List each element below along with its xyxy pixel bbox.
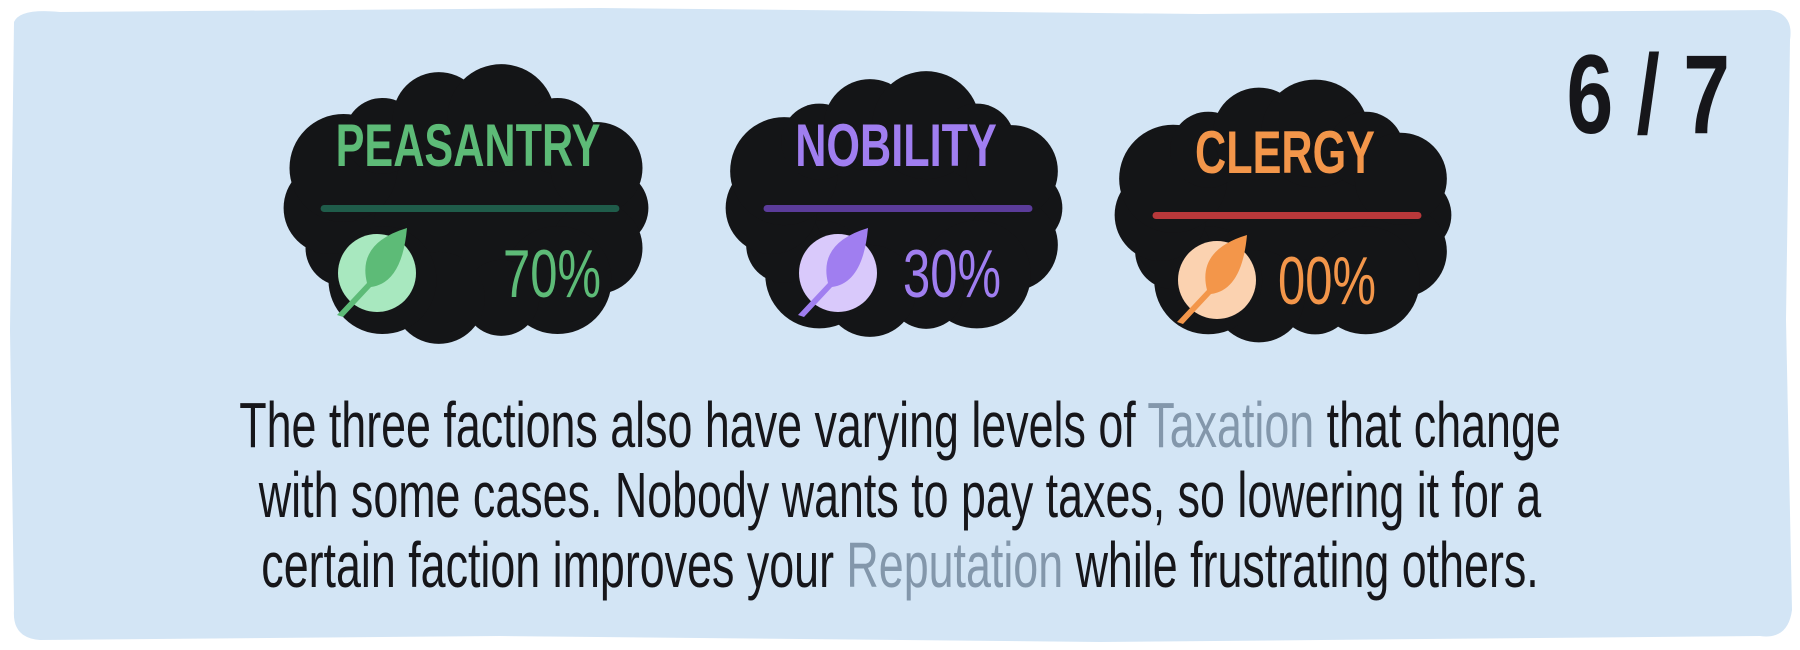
- tax-icon-feather: [1177, 235, 1247, 324]
- highlight-term: Taxation: [1147, 389, 1315, 461]
- tax-icon-feather: [798, 228, 868, 317]
- faction-card: CLERGY 00%: [1114, 79, 1452, 343]
- cloud-puff: [965, 125, 1058, 218]
- faction-card: PEASANTRY 70%: [283, 64, 649, 344]
- faction-tax: 00%: [1278, 242, 1376, 319]
- faction-tax: 30%: [903, 235, 1001, 312]
- description-text: The three factions also have varying lev…: [239, 389, 1148, 461]
- cloud-puff: [1354, 132, 1447, 225]
- description-text: with some cases. Nobody wants to pay tax…: [258, 459, 1542, 531]
- faction-clouds: PEASANTRY 70% NOBILITY 30% CLERGY 00%: [283, 64, 1452, 344]
- faction-name: PEASANTRY: [336, 113, 601, 180]
- faction-card: NOBILITY 30%: [725, 71, 1063, 337]
- faction-tax: 70%: [503, 235, 601, 312]
- tax-icon-feather: [337, 228, 407, 317]
- description: The three factions also have varying lev…: [130, 390, 1670, 600]
- cloud-puff: [463, 259, 540, 336]
- description-text: that change: [1314, 389, 1561, 461]
- description-text: certain faction improves your: [261, 529, 847, 601]
- cloud-puff: [550, 122, 643, 215]
- page-counter: 6 / 7: [1566, 32, 1730, 157]
- faction-name: NOBILITY: [795, 113, 997, 180]
- faction-divider: [1152, 212, 1422, 219]
- description-text: while frustrating others.: [1063, 529, 1539, 601]
- faction-divider: [320, 205, 620, 212]
- faction-divider: [763, 205, 1033, 212]
- faction-name: CLERGY: [1195, 120, 1375, 187]
- highlight-term: Reputation: [846, 529, 1064, 601]
